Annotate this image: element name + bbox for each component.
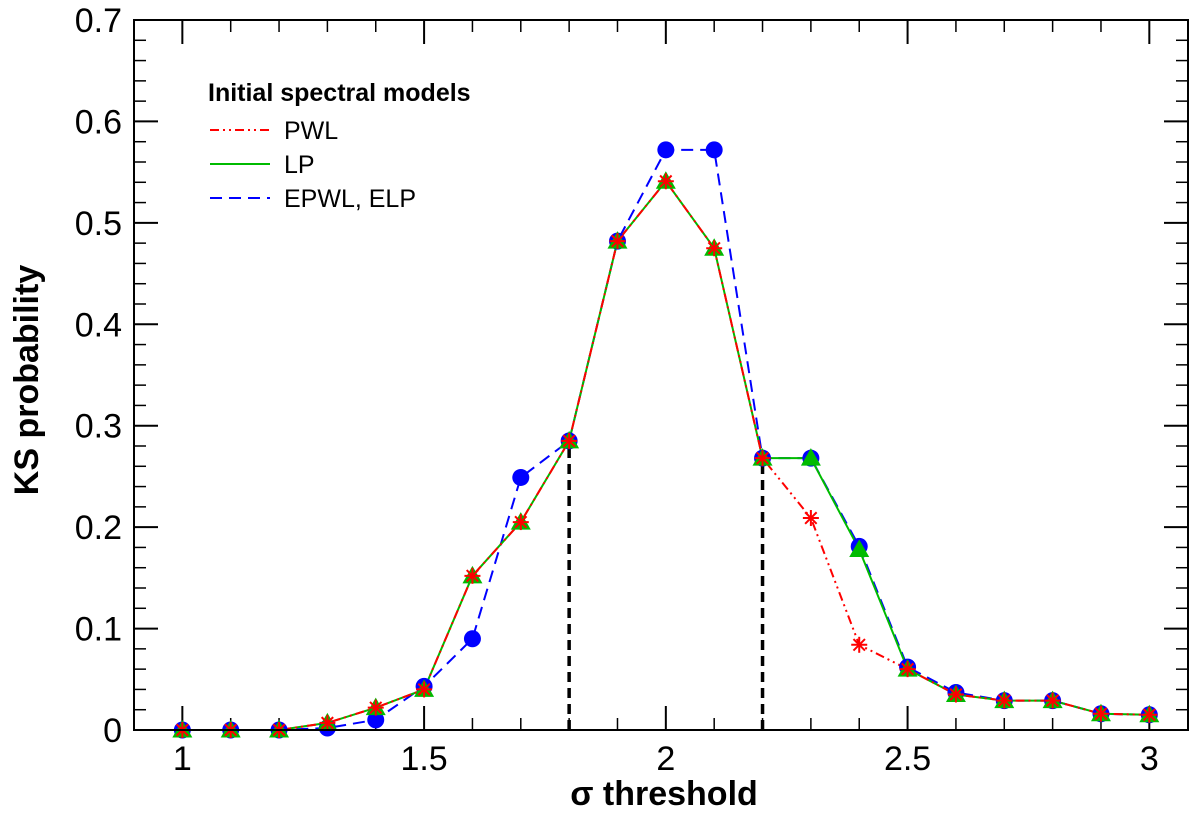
y-tick-label: 0.2 bbox=[75, 509, 122, 547]
data-point-pwl bbox=[802, 510, 819, 527]
y-tick-label: 0.4 bbox=[75, 306, 122, 344]
tick-labels: 0 0.1 0.2 0.3 0.4 0.5 0.6 0.7 1 1.5 2 2.5 3 bbox=[75, 2, 1159, 778]
legend-label-epwl-elp: EPWL, ELP bbox=[284, 185, 416, 213]
data-point-pwl bbox=[706, 240, 723, 257]
data-point-epwl-elp bbox=[367, 711, 385, 729]
data-point-epwl-elp bbox=[463, 630, 481, 648]
data-point-pwl bbox=[657, 173, 674, 190]
x-tick-label: 1.5 bbox=[400, 740, 447, 778]
x-tick-label: 1 bbox=[173, 740, 192, 778]
legend-title: Initial spectral models bbox=[208, 79, 471, 107]
y-tick-label: 0.5 bbox=[75, 205, 122, 243]
x-tick-label: 2.5 bbox=[884, 740, 931, 778]
data-point-pwl bbox=[464, 567, 481, 584]
y-tick-label: 0.7 bbox=[75, 2, 122, 40]
y-axis-label: KS probability bbox=[8, 265, 46, 496]
y-tick-label: 0 bbox=[103, 712, 122, 750]
data-point-pwl bbox=[1141, 706, 1158, 723]
data-point-pwl bbox=[851, 636, 868, 653]
legend-label-lp: LP bbox=[284, 151, 315, 179]
data-point-pwl bbox=[561, 432, 578, 449]
data-point-epwl-elp bbox=[512, 468, 530, 486]
x-tick-label: 3 bbox=[1140, 740, 1159, 778]
data-point-pwl bbox=[947, 686, 964, 703]
data-point-pwl bbox=[996, 692, 1013, 709]
reference-lines bbox=[567, 440, 765, 730]
axis-ticks bbox=[134, 19, 1188, 731]
data-point-pwl bbox=[319, 714, 336, 731]
data-point-epwl-elp bbox=[657, 141, 675, 159]
y-tick-label: 0.1 bbox=[75, 611, 122, 649]
data-point-epwl-elp bbox=[705, 141, 723, 159]
data-point-pwl bbox=[1092, 705, 1109, 722]
legend: Initial spectral models PWL LP EPWL, ELP bbox=[208, 79, 471, 213]
data-point-pwl bbox=[1044, 692, 1061, 709]
legend-label-pwl: PWL bbox=[284, 117, 338, 145]
data-point-lp bbox=[800, 448, 821, 466]
data-point-lp bbox=[849, 539, 870, 557]
data-markers bbox=[172, 141, 1160, 739]
y-tick-label: 0.3 bbox=[75, 408, 122, 446]
data-point-pwl bbox=[609, 233, 626, 250]
data-point-pwl bbox=[899, 661, 916, 678]
data-point-pwl bbox=[416, 681, 433, 698]
data-point-pwl bbox=[512, 514, 529, 531]
plot-frame bbox=[133, 19, 1189, 731]
x-axis-label: σ threshold bbox=[570, 775, 758, 813]
y-tick-label: 0.6 bbox=[75, 103, 122, 141]
data-point-pwl bbox=[367, 699, 384, 716]
x-tick-label: 2 bbox=[656, 740, 675, 778]
data-point-pwl bbox=[754, 450, 771, 467]
